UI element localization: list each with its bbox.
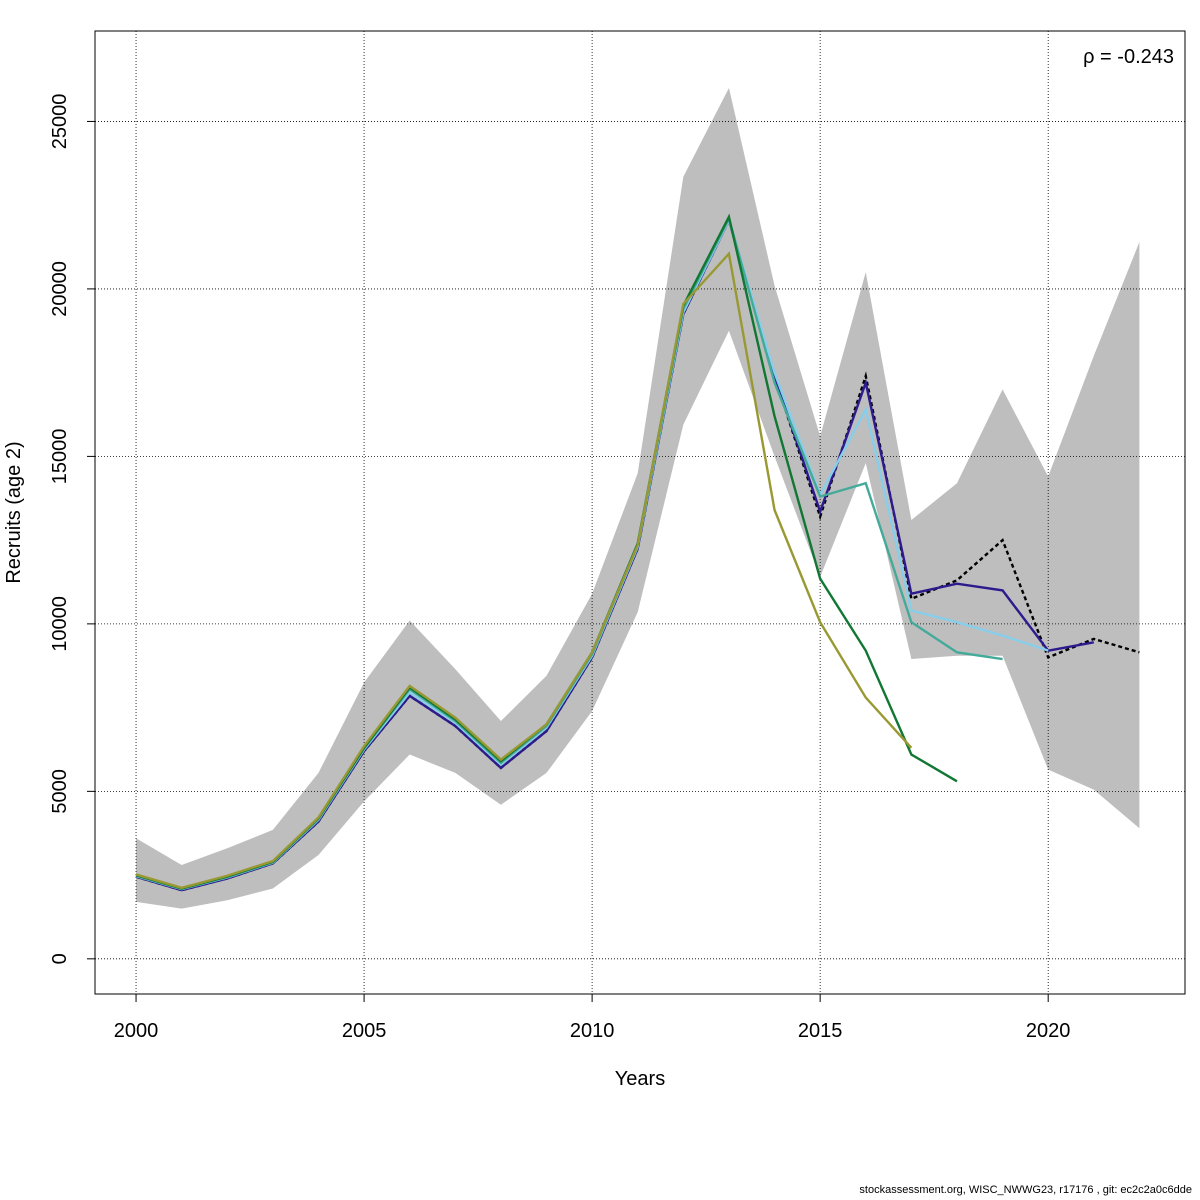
y-tick-label: 15000 — [49, 429, 71, 485]
y-axis: 0 5000 10000 15000 20000 25000 — [49, 94, 95, 964]
y-tick-label: 0 — [49, 953, 71, 964]
x-axis: 2000 2005 2010 2015 2020 — [114, 994, 1071, 1042]
footer-credit: stockassessment.org, WISC_NWWG23, r17176… — [859, 1184, 1192, 1196]
confidence-band — [136, 87, 1140, 909]
series-line-5 — [135, 251, 913, 890]
x-tick-label: 2010 — [570, 1020, 615, 1042]
y-tick-label: 25000 — [49, 94, 71, 150]
y-tick-label: 20000 — [49, 261, 71, 317]
x-tick-label: 2000 — [114, 1020, 159, 1042]
x-tick-label: 2005 — [342, 1020, 387, 1042]
series-line-4 — [135, 213, 958, 890]
y-axis-title: Recruits (age 2) — [3, 441, 25, 583]
x-tick-label: 2015 — [798, 1020, 843, 1042]
x-axis-title: Years — [615, 1068, 665, 1090]
y-tick-label: 10000 — [49, 596, 71, 652]
confidence-band-area — [136, 87, 1140, 909]
y-tick-label: 5000 — [49, 769, 71, 814]
plot-frame — [94, 30, 1186, 995]
x-tick-label: 2020 — [1026, 1020, 1071, 1042]
series-lines — [135, 213, 1140, 892]
rho-annotation: ρ = -0.243 — [1083, 46, 1174, 68]
